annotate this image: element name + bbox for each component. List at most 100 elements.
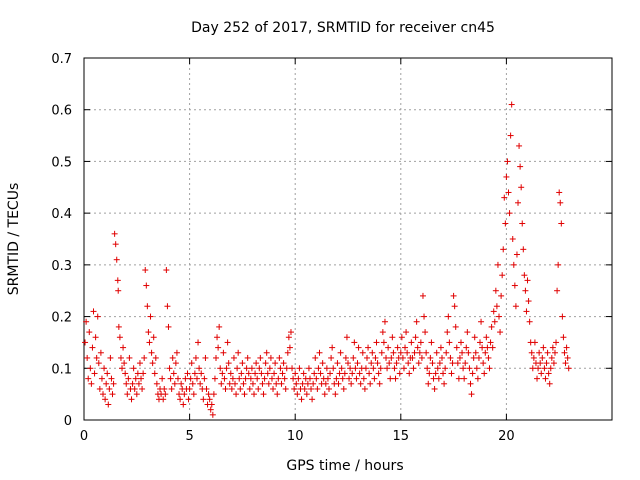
data-point [108, 375, 115, 382]
data-point [327, 370, 334, 377]
y-tick-label: 0.5 [51, 155, 72, 170]
data-point [365, 344, 372, 351]
data-point [312, 354, 319, 361]
data-point [230, 354, 237, 361]
data-point [102, 396, 109, 403]
data-point [162, 391, 169, 398]
data-point [429, 360, 436, 367]
data-point [466, 365, 473, 372]
data-point [528, 349, 535, 356]
data-point [300, 370, 307, 377]
data-point [355, 344, 362, 351]
data-point [341, 370, 348, 377]
data-point [385, 344, 392, 351]
data-point [192, 354, 199, 361]
data-point [181, 391, 188, 398]
x-tick-label: 0 [80, 429, 88, 444]
data-point [499, 272, 506, 279]
data-point [221, 375, 228, 382]
data-point [441, 380, 448, 387]
data-point [132, 375, 139, 382]
data-point [330, 365, 337, 372]
data-point [405, 360, 412, 367]
data-point [562, 360, 569, 367]
data-point [120, 344, 127, 351]
data-point [359, 349, 366, 356]
data-point [431, 385, 438, 392]
data-point [121, 360, 128, 367]
data-point [296, 365, 303, 372]
data-point [313, 375, 320, 382]
data-point [445, 313, 452, 320]
data-point [191, 370, 198, 377]
data-point [328, 354, 335, 361]
data-point [170, 370, 177, 377]
data-point [465, 349, 472, 356]
data-point [337, 349, 344, 356]
data-point [222, 385, 229, 392]
data-point [134, 370, 141, 377]
data-point [394, 344, 401, 351]
data-point [140, 370, 147, 377]
data-point [380, 339, 387, 346]
data-point [472, 349, 479, 356]
data-point [346, 375, 353, 382]
data-point [379, 329, 386, 336]
data-point [159, 375, 166, 382]
data-point [110, 380, 117, 387]
data-point [492, 287, 499, 294]
data-point [360, 375, 367, 382]
data-point [112, 241, 119, 248]
data-point [443, 349, 450, 356]
data-point [228, 385, 235, 392]
data-point [225, 360, 232, 367]
data-point [361, 385, 368, 392]
data-point [259, 380, 266, 387]
data-point [168, 385, 175, 392]
data-point [517, 163, 524, 170]
data-point [245, 370, 252, 377]
data-point [347, 365, 354, 372]
data-point [209, 411, 216, 418]
data-point [474, 375, 481, 382]
data-point [283, 365, 290, 372]
data-point [309, 396, 316, 403]
data-point [512, 303, 519, 310]
data-point [227, 370, 234, 377]
data-point [130, 365, 137, 372]
data-point [301, 385, 308, 392]
data-point [214, 334, 221, 341]
data-point [329, 344, 336, 351]
data-point [450, 292, 457, 299]
data-point [507, 132, 514, 139]
data-point [482, 349, 489, 356]
y-tick-label: 0.1 [51, 362, 72, 377]
data-point [412, 334, 419, 341]
data-point [505, 189, 512, 196]
data-point [356, 370, 363, 377]
data-point [195, 339, 202, 346]
data-point [554, 287, 561, 294]
data-point [433, 349, 440, 356]
data-point [220, 349, 227, 356]
data-point [502, 220, 509, 227]
data-point [526, 318, 533, 325]
data-point [242, 375, 249, 382]
data-point [131, 385, 138, 392]
data-point [243, 365, 250, 372]
data-point [520, 246, 527, 253]
data-point [219, 370, 226, 377]
x-tick-label: 10 [287, 429, 304, 444]
data-point [550, 360, 557, 367]
data-point [410, 365, 417, 372]
data-point [239, 360, 246, 367]
chart-title: Day 252 of 2017, SRMTID for receiver cn4… [191, 20, 495, 36]
data-point [96, 385, 103, 392]
grid-lines [84, 58, 612, 420]
data-point [271, 370, 278, 377]
data-point [236, 375, 243, 382]
data-point [270, 385, 277, 392]
data-point [488, 323, 495, 330]
data-point [460, 365, 467, 372]
data-point [115, 323, 122, 330]
